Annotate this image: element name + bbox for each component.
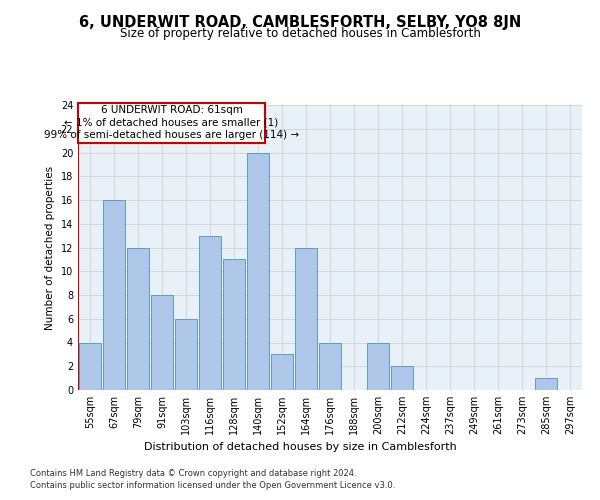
Y-axis label: Number of detached properties: Number of detached properties — [45, 166, 55, 330]
Bar — [319, 342, 341, 390]
Text: Contains HM Land Registry data © Crown copyright and database right 2024.: Contains HM Land Registry data © Crown c… — [30, 468, 356, 477]
Bar — [535, 378, 557, 390]
Text: 99% of semi-detached houses are larger (114) →: 99% of semi-detached houses are larger (… — [44, 130, 299, 140]
Bar — [223, 260, 245, 390]
Text: 6, UNDERWIT ROAD, CAMBLESFORTH, SELBY, YO8 8JN: 6, UNDERWIT ROAD, CAMBLESFORTH, SELBY, Y… — [79, 15, 521, 30]
Bar — [175, 319, 197, 390]
Bar — [391, 366, 413, 390]
Bar — [295, 248, 317, 390]
Text: ← 1% of detached houses are smaller (1): ← 1% of detached houses are smaller (1) — [64, 118, 279, 128]
Bar — [247, 152, 269, 390]
Text: 6 UNDERWIT ROAD: 61sqm: 6 UNDERWIT ROAD: 61sqm — [101, 106, 242, 116]
FancyBboxPatch shape — [78, 102, 265, 143]
Bar — [271, 354, 293, 390]
Bar — [199, 236, 221, 390]
Text: Distribution of detached houses by size in Camblesforth: Distribution of detached houses by size … — [143, 442, 457, 452]
Bar — [79, 342, 101, 390]
Bar — [367, 342, 389, 390]
Text: Contains public sector information licensed under the Open Government Licence v3: Contains public sector information licen… — [30, 481, 395, 490]
Text: Size of property relative to detached houses in Camblesforth: Size of property relative to detached ho… — [119, 28, 481, 40]
Bar — [103, 200, 125, 390]
Bar — [151, 295, 173, 390]
Bar — [127, 248, 149, 390]
